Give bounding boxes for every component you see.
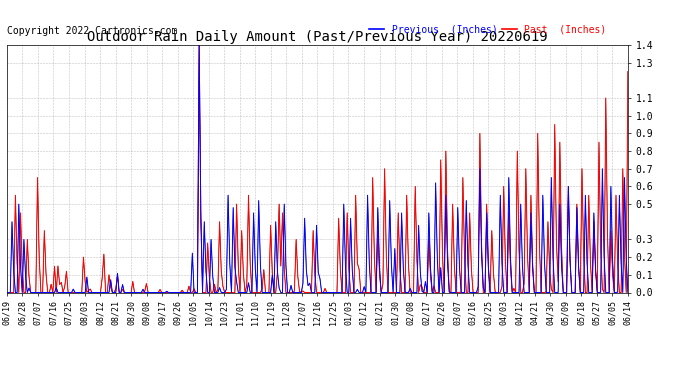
Title: Outdoor Rain Daily Amount (Past/Previous Year) 20220619: Outdoor Rain Daily Amount (Past/Previous… [87, 30, 548, 44]
Legend: Previous  (Inches), Past  (Inches): Previous (Inches), Past (Inches) [365, 20, 611, 38]
Text: Copyright 2022 Cartronics.com: Copyright 2022 Cartronics.com [7, 26, 177, 36]
